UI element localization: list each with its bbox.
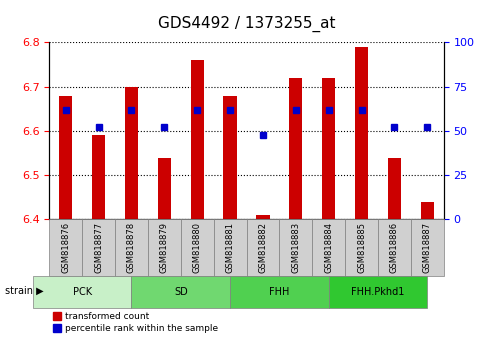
- FancyBboxPatch shape: [49, 219, 82, 276]
- Text: GSM818885: GSM818885: [357, 222, 366, 273]
- FancyBboxPatch shape: [115, 219, 148, 276]
- FancyBboxPatch shape: [329, 276, 427, 308]
- Bar: [59, 96, 72, 219]
- FancyBboxPatch shape: [246, 219, 280, 276]
- FancyBboxPatch shape: [411, 219, 444, 276]
- Text: GSM818881: GSM818881: [226, 222, 235, 273]
- Text: GSM818876: GSM818876: [61, 222, 70, 273]
- Text: GSM818878: GSM818878: [127, 222, 136, 273]
- Text: PCK: PCK: [72, 287, 92, 297]
- Text: GSM818880: GSM818880: [193, 222, 202, 273]
- Bar: [125, 87, 138, 219]
- Text: SD: SD: [174, 287, 188, 297]
- Text: GSM818877: GSM818877: [94, 222, 103, 273]
- FancyBboxPatch shape: [345, 219, 378, 276]
- Text: GSM818887: GSM818887: [423, 222, 432, 273]
- Text: GSM818879: GSM818879: [160, 222, 169, 273]
- Bar: [388, 158, 401, 219]
- Bar: [92, 136, 105, 219]
- Bar: [289, 78, 302, 219]
- Bar: [421, 202, 434, 219]
- Text: strain ▶: strain ▶: [5, 285, 43, 295]
- Text: GSM818883: GSM818883: [291, 222, 300, 273]
- FancyBboxPatch shape: [181, 219, 213, 276]
- FancyBboxPatch shape: [280, 219, 312, 276]
- Bar: [256, 215, 270, 219]
- Text: FHH: FHH: [269, 287, 289, 297]
- Legend: transformed count, percentile rank within the sample: transformed count, percentile rank withi…: [54, 313, 218, 333]
- FancyBboxPatch shape: [230, 276, 329, 308]
- FancyBboxPatch shape: [312, 219, 345, 276]
- Text: GSM818884: GSM818884: [324, 222, 333, 273]
- FancyBboxPatch shape: [378, 219, 411, 276]
- FancyBboxPatch shape: [148, 219, 181, 276]
- Text: GSM818886: GSM818886: [390, 222, 399, 273]
- FancyBboxPatch shape: [82, 219, 115, 276]
- FancyBboxPatch shape: [132, 276, 230, 308]
- Text: GDS4492 / 1373255_at: GDS4492 / 1373255_at: [158, 16, 335, 32]
- FancyBboxPatch shape: [33, 276, 132, 308]
- FancyBboxPatch shape: [213, 219, 246, 276]
- Text: FHH.Pkhd1: FHH.Pkhd1: [352, 287, 405, 297]
- Bar: [158, 158, 171, 219]
- Bar: [322, 78, 335, 219]
- Bar: [191, 60, 204, 219]
- Bar: [355, 47, 368, 219]
- Text: GSM818882: GSM818882: [258, 222, 267, 273]
- Bar: [223, 96, 237, 219]
